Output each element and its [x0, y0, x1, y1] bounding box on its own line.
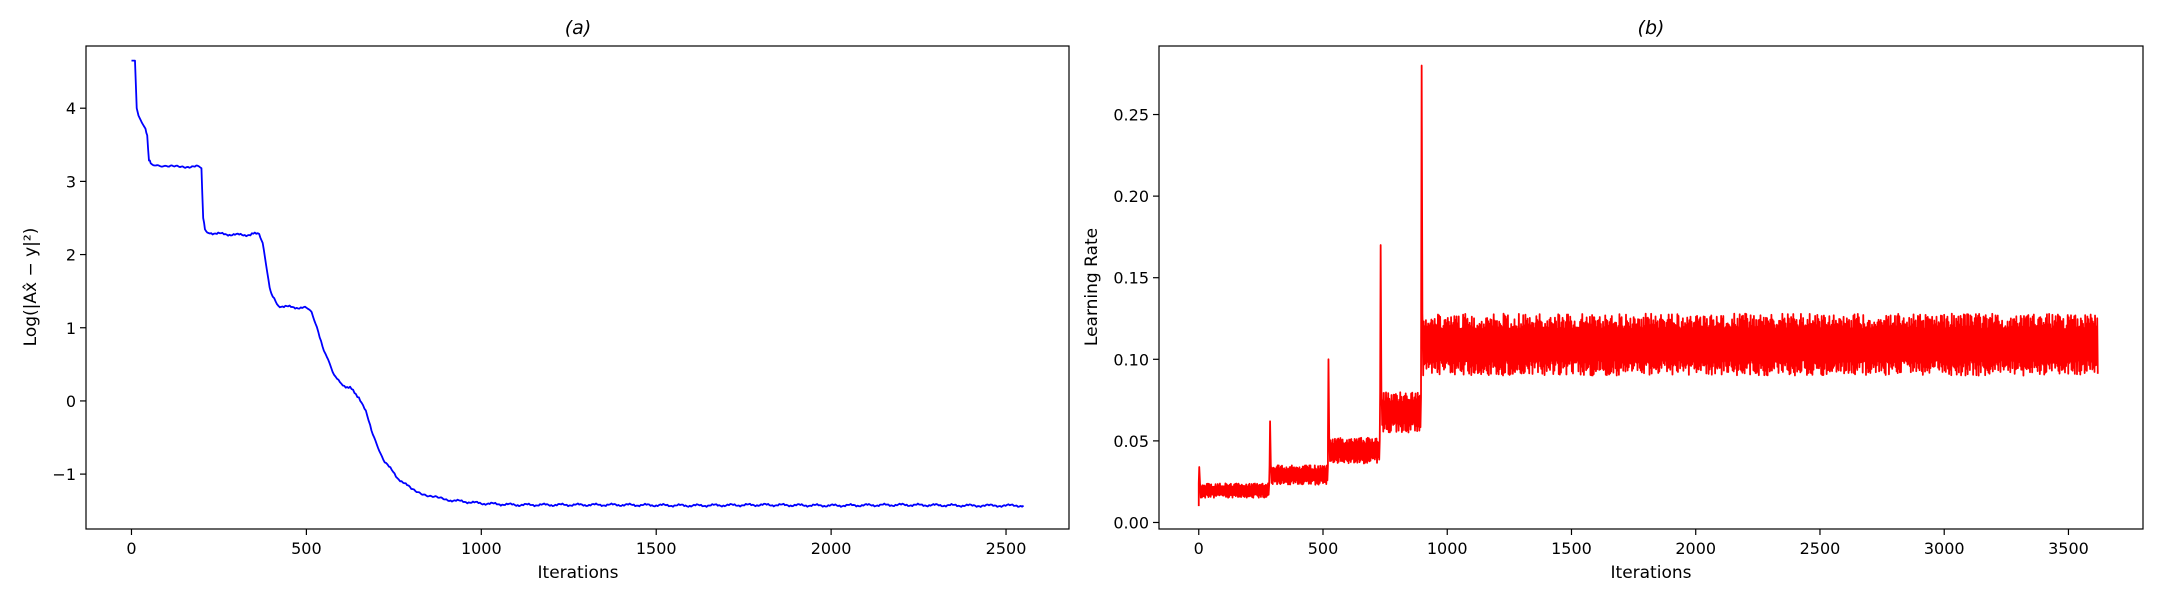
chart-b: (b) 0 500 1000 1500 2000 2500 3000 3500 0.000.0…	[1082, 17, 2144, 583]
chart-a-y-tick-label: 0	[66, 392, 76, 411]
chart-b-y-tick-label: 0.05	[1113, 432, 1149, 451]
chart-a-y-tick-label: 4	[66, 99, 76, 118]
chart-b-x-tick-label: 1000	[1427, 539, 1468, 558]
chart-a-y-tick-label: 3	[66, 172, 76, 191]
chart-b-y-tick-label: 0.20	[1113, 187, 1149, 206]
chart-a-y-tick-label: 1	[66, 319, 76, 338]
chart-b-x-tick-label: 1500	[1551, 539, 1592, 558]
chart-a-x-axis-label: Iterations	[538, 563, 619, 583]
chart-a-series-line	[131, 59, 1025, 508]
chart-a-title: (a)	[565, 17, 591, 39]
chart-b-x-tick-label: 3500	[2048, 539, 2089, 558]
chart-b-frame	[1158, 45, 2144, 530]
chart-b-x-tick-label: 2000	[1675, 539, 1716, 558]
chart-a-x-tick-label: 0	[126, 539, 136, 558]
chart-a-y-tick-label: −1	[52, 465, 76, 484]
chart-b-title: (b)	[1638, 17, 1665, 39]
chart-a-x-tick-label: 1000	[461, 539, 502, 558]
chart-b-x-tick-label: 500	[1308, 539, 1339, 558]
chart-b-x-tick-label: 2500	[1800, 539, 1841, 558]
chart-a-x-tick-label: 2000	[811, 539, 852, 558]
chart-b-y-tick-label: 0.25	[1113, 106, 1149, 125]
chart-b-x-tick-label: 3000	[1924, 539, 1965, 558]
chart-b-y-ticks: 0.00 0.05 0.10 0.15 0.20 0.25	[1113, 106, 1159, 532]
chart-b-series-line	[1197, 64, 2099, 507]
chart-b-x-tick-label: 0	[1194, 539, 1204, 558]
chart-b-x-axis-label: Iterations	[1611, 563, 1692, 583]
chart-a-x-tick-label: 2500	[986, 539, 1027, 558]
chart-a-y-ticks: −1 0 1 2 3 4	[52, 99, 86, 484]
chart-b-y-tick-label: 0.00	[1113, 513, 1149, 532]
chart-b-y-tick-label: 0.15	[1113, 269, 1149, 288]
chart-a-x-ticks: 0 500 1000 1500 2000 2500	[126, 529, 1026, 558]
chart-b-y-tick-label: 0.10	[1113, 350, 1149, 369]
chart-a: (a) 0 500 1000 1500 2000 2500 −1 0 1 2 3 4 Iterati…	[21, 17, 1070, 583]
chart-b-x-ticks: 0 500 1000 1500 2000 2500 3000 3500	[1194, 529, 2089, 558]
chart-a-frame	[85, 45, 1070, 530]
chart-a-plot-area	[131, 59, 1025, 508]
chart-b-plot-area	[1197, 64, 2099, 507]
chart-a-x-tick-label: 500	[291, 539, 322, 558]
chart-a-y-axis-label: Log(|Ax̂ − y|²)	[21, 228, 41, 347]
chart-b-y-axis-label: Learning Rate	[1082, 228, 1102, 346]
chart-a-y-tick-label: 2	[66, 246, 76, 265]
chart-a-x-tick-label: 1500	[636, 539, 677, 558]
